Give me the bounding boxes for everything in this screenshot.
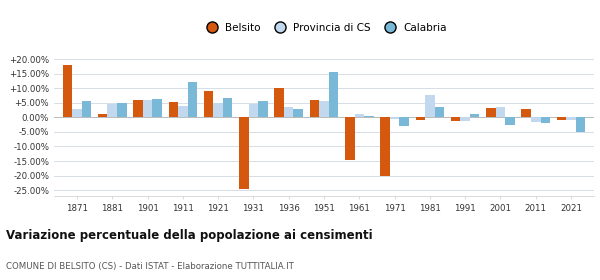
Bar: [169, 102, 178, 117]
Bar: [214, 103, 223, 117]
Bar: [521, 109, 531, 117]
Bar: [98, 114, 107, 117]
Bar: [355, 115, 364, 117]
Bar: [486, 108, 496, 117]
Bar: [576, 117, 586, 132]
Bar: [293, 109, 303, 117]
Bar: [133, 100, 143, 117]
Bar: [400, 117, 409, 126]
Bar: [460, 117, 470, 121]
Bar: [178, 106, 188, 117]
Bar: [557, 117, 566, 120]
Bar: [258, 101, 268, 117]
Bar: [284, 107, 293, 117]
Bar: [143, 100, 152, 117]
Bar: [329, 72, 338, 117]
Bar: [152, 99, 162, 117]
Bar: [451, 117, 460, 121]
Bar: [470, 115, 479, 117]
Bar: [188, 82, 197, 117]
Bar: [72, 109, 82, 117]
Bar: [541, 117, 550, 123]
Bar: [345, 117, 355, 160]
Bar: [425, 95, 434, 117]
Bar: [248, 104, 258, 117]
Bar: [505, 117, 515, 125]
Bar: [380, 117, 390, 176]
Bar: [416, 117, 425, 120]
Bar: [107, 104, 117, 117]
Bar: [310, 101, 319, 117]
Text: Variazione percentuale della popolazione ai censimenti: Variazione percentuale della popolazione…: [6, 229, 373, 242]
Bar: [566, 117, 576, 120]
Text: COMUNE DI BELSITO (CS) - Dati ISTAT - Elaborazione TUTTITALIA.IT: COMUNE DI BELSITO (CS) - Dati ISTAT - El…: [6, 262, 294, 271]
Bar: [496, 107, 505, 117]
Bar: [390, 117, 400, 119]
Bar: [62, 65, 72, 117]
Bar: [223, 98, 232, 117]
Bar: [364, 116, 374, 117]
Bar: [239, 117, 248, 189]
Legend: Belsito, Provincia di CS, Calabria: Belsito, Provincia di CS, Calabria: [197, 18, 451, 37]
Bar: [82, 101, 91, 117]
Bar: [319, 101, 329, 117]
Bar: [434, 107, 444, 117]
Bar: [274, 88, 284, 117]
Bar: [204, 91, 214, 117]
Bar: [117, 103, 127, 117]
Bar: [531, 117, 541, 122]
